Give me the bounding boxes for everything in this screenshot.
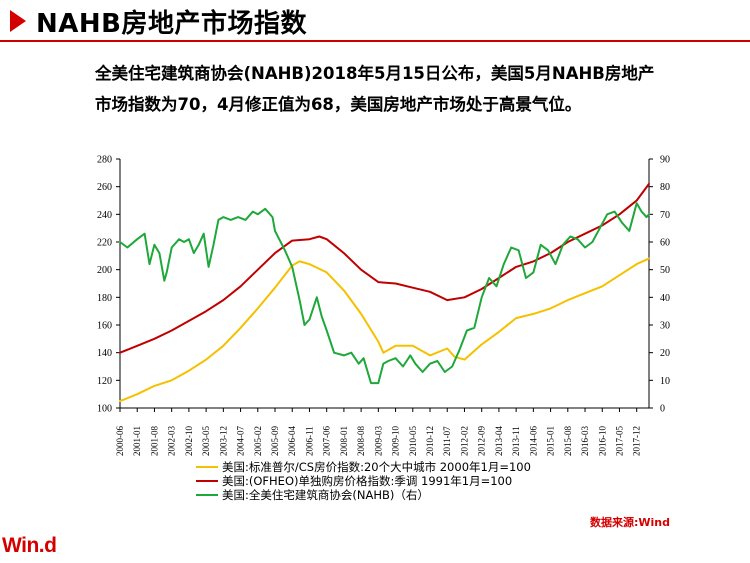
left-tick-label: 280: [97, 155, 112, 166]
x-tick-label: 2006-04: [287, 426, 297, 456]
right-tick-label: 50: [660, 265, 670, 276]
right-tick-label: 10: [660, 376, 670, 387]
line-chart: 100 120 140 160 180 200 220 240 260 280 0 10 20 30 40 5…: [97, 155, 670, 457]
title-divider: [0, 40, 750, 42]
x-tick-label: 2009-03: [373, 426, 383, 456]
summary-line-2: 市场指数为70，4月修正值为68，美国房地产市场处于高景气位。: [95, 95, 582, 114]
x-tick-label: 2017-12: [632, 426, 642, 456]
x-tick-label: 2010-05: [408, 426, 418, 456]
x-tick-label: 2005-02: [253, 426, 263, 456]
chart-legend: 美国:标准普尔/CS房价指数:20个大中城市 2000年1月=100 美国:(O…: [196, 460, 531, 502]
wind-logo: Win.d: [2, 534, 57, 557]
x-tick-label: 2012-09: [477, 426, 487, 456]
left-tick-label: 220: [97, 238, 112, 249]
nahb-index-line: [119, 202, 650, 385]
x-tick-label: 2000-06: [115, 426, 125, 456]
x-tick-label: 2008-01: [339, 426, 349, 456]
right-tick-label: 30: [660, 321, 670, 332]
right-tick-label: 80: [660, 182, 670, 193]
x-tick-label: 2013-04: [494, 426, 504, 456]
title-arrow-icon: [10, 10, 26, 32]
legend-item-nahb: 美国:全美住宅建筑商协会(NAHB)（右）: [196, 488, 531, 502]
left-tick-label: 140: [97, 348, 112, 359]
data-source: 数据来源:Wind: [590, 516, 671, 529]
x-tick-label: 2014-06: [528, 426, 538, 456]
x-tick-label: 2012-02: [459, 426, 469, 456]
x-tick-label: 2006-11: [304, 426, 314, 456]
x-tick-label: 2015-01: [546, 426, 556, 456]
x-tick-label: 2007-06: [322, 426, 332, 456]
right-tick-label: 0: [660, 404, 665, 415]
left-tick-label: 100: [97, 404, 112, 415]
legend-label: 美国:标准普尔/CS房价指数:20个大中城市 2000年1月=100: [222, 460, 531, 474]
right-tick-label: 20: [660, 348, 670, 359]
left-tick-label: 180: [97, 293, 112, 304]
right-tick-label: 40: [660, 293, 670, 304]
right-tick-label: 60: [660, 238, 670, 249]
summary-text: 全美住宅建筑商协会(NAHB)2018年5月15日公布，美国5月NAHB房地产 …: [95, 58, 725, 120]
legend-swatch: [196, 494, 218, 496]
x-tick-label: 2004-07: [236, 426, 246, 456]
x-tick-label: 2010-12: [425, 426, 435, 456]
x-tick-label: 2013-11: [511, 426, 521, 456]
x-tick-label: 2001-01: [132, 426, 142, 456]
title-bar: NAHB房地产市场指数: [0, 0, 750, 40]
x-tick-label: 2002-03: [167, 426, 177, 456]
left-tick-label: 240: [97, 210, 112, 221]
x-tick-label: 2015-08: [563, 426, 573, 456]
legend-label: 美国:(OFHEO)单独购房价格指数:季调 1991年1月=100: [222, 474, 513, 488]
x-tick-label: 2003-05: [201, 426, 211, 456]
legend-label: 美国:全美住宅建筑商协会(NAHB)（右）: [222, 488, 429, 502]
legend-swatch: [196, 466, 218, 468]
x-tick-label: 2017-05: [614, 426, 624, 456]
left-tick-label: 200: [97, 265, 112, 276]
summary-line-1: 全美住宅建筑商协会(NAHB)2018年5月15日公布，美国5月NAHB房地产: [95, 64, 655, 83]
ofheo-index-line: [119, 182, 650, 354]
left-tick-label: 120: [97, 376, 112, 387]
cs-index-line: [119, 257, 650, 403]
legend-item-cs-index: 美国:标准普尔/CS房价指数:20个大中城市 2000年1月=100: [196, 460, 531, 474]
page-title: NAHB房地产市场指数: [36, 9, 307, 39]
right-tick-label: 90: [660, 155, 670, 166]
x-tick-label: 2016-03: [580, 426, 590, 456]
left-tick-label: 160: [97, 321, 112, 332]
x-tick-label: 2011-07: [442, 426, 452, 456]
left-tick-label: 260: [97, 182, 112, 193]
x-tick-label: 2005-09: [270, 426, 280, 456]
x-tick-label: 2008-08: [356, 426, 366, 456]
x-tick-label: 2016-10: [597, 426, 607, 456]
x-tick-label: 2001-08: [149, 426, 159, 456]
right-tick-label: 70: [660, 210, 670, 221]
x-tick-label: 2003-12: [218, 426, 228, 456]
legend-swatch: [196, 480, 218, 482]
x-tick-label: 2002-10: [184, 426, 194, 456]
x-tick-label: 2009-10: [391, 426, 401, 456]
legend-item-ofheo: 美国:(OFHEO)单独购房价格指数:季调 1991年1月=100: [196, 474, 531, 488]
